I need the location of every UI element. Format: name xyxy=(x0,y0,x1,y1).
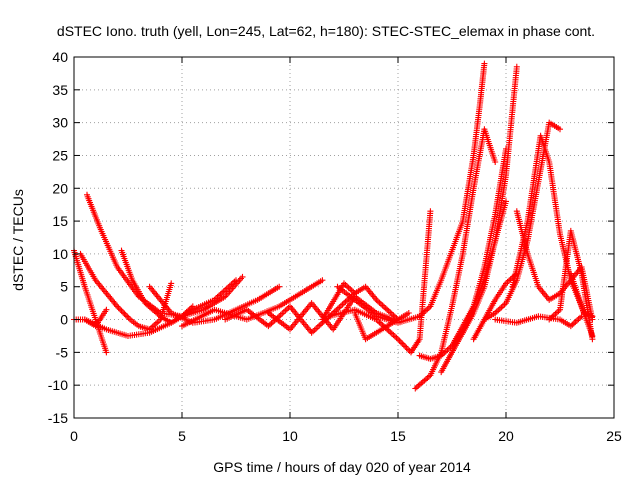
series-4 xyxy=(77,250,175,333)
tick-labels: 0 5 10 15 20 25 -15 -10 -5 0 5 10 15 20 25 30 35 40 xyxy=(48,49,622,444)
grid xyxy=(74,57,614,418)
y-axis-label: dSTEC / TECUs xyxy=(10,189,26,291)
data-point xyxy=(276,283,283,290)
data-point xyxy=(492,159,499,165)
y-tick-label: 0 xyxy=(60,312,68,328)
data-point xyxy=(399,340,406,347)
data-point xyxy=(578,313,585,320)
data-point xyxy=(122,312,129,319)
x-tick-label: 15 xyxy=(390,428,406,444)
data-point xyxy=(403,345,410,351)
x-tick-label: 25 xyxy=(606,428,622,444)
data-point xyxy=(120,309,126,316)
series-23 xyxy=(492,313,585,330)
y-tick-label: 20 xyxy=(52,180,68,196)
series-5 xyxy=(81,277,239,339)
x-tick-label: 10 xyxy=(282,428,298,444)
data-point xyxy=(427,208,434,215)
data-point xyxy=(557,126,563,133)
data-point xyxy=(405,310,412,316)
data-point xyxy=(395,336,401,343)
data-point xyxy=(384,306,391,313)
data-point xyxy=(503,198,509,205)
series-group xyxy=(71,60,596,392)
ticks xyxy=(73,56,615,419)
data-point xyxy=(189,303,196,310)
data-point xyxy=(589,336,596,343)
series-14 xyxy=(351,310,412,343)
y-tick-label: 15 xyxy=(52,213,68,229)
data-point xyxy=(481,60,488,67)
data-point xyxy=(125,315,132,322)
y-tick-label: -5 xyxy=(56,344,69,360)
series-25 xyxy=(567,270,596,320)
data-point xyxy=(397,339,404,346)
series-1 xyxy=(71,247,110,356)
data-point xyxy=(103,349,110,356)
series-21 xyxy=(513,208,596,323)
series-7 xyxy=(146,283,283,326)
data-point xyxy=(115,304,122,311)
y-tick-label: -15 xyxy=(48,410,68,426)
data-point xyxy=(117,306,124,313)
chart-title: dSTEC Iono. truth (yell, Lon=245, Lat=62… xyxy=(57,23,595,39)
data-point xyxy=(513,63,520,70)
y-tick-label: -10 xyxy=(48,377,68,393)
series-2 xyxy=(71,306,110,330)
y-tick-label: 30 xyxy=(52,115,68,131)
y-tick-label: 25 xyxy=(52,147,68,163)
data-point xyxy=(402,343,409,350)
x-axis-label: GPS time / hours of day 020 of year 2014 xyxy=(213,459,471,475)
y-tick-label: 5 xyxy=(60,279,68,295)
y-tick-label: 40 xyxy=(52,49,68,65)
series-15 xyxy=(412,126,499,392)
data-point xyxy=(103,306,110,313)
y-tick-label: 10 xyxy=(52,246,68,262)
data-point xyxy=(121,310,128,317)
data-point xyxy=(396,337,403,344)
data-point xyxy=(239,273,246,280)
plot-frame xyxy=(73,56,615,419)
series-12 xyxy=(325,208,434,356)
data-point xyxy=(124,313,131,320)
data-point xyxy=(400,342,407,349)
data-point xyxy=(412,385,419,392)
series-13 xyxy=(334,60,488,326)
x-tick-label: 20 xyxy=(498,428,514,444)
series-18 xyxy=(449,198,509,349)
series-8 xyxy=(179,277,326,330)
y-tick-label: 35 xyxy=(52,82,68,98)
data-point xyxy=(168,280,175,287)
x-tick-label: 5 xyxy=(178,428,186,444)
series-6 xyxy=(118,247,196,326)
x-tick-label: 0 xyxy=(70,428,78,444)
data-point xyxy=(319,277,326,284)
data-point xyxy=(118,307,125,314)
series-3 xyxy=(84,191,246,320)
data-point xyxy=(233,277,239,284)
data-point xyxy=(589,313,596,320)
